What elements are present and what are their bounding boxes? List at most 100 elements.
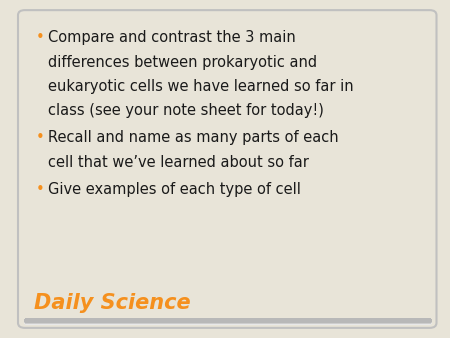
Text: Daily Science: Daily Science <box>34 293 190 313</box>
Bar <box>25 319 430 321</box>
Bar <box>25 319 430 322</box>
Bar <box>25 320 430 322</box>
Bar <box>25 320 430 322</box>
Bar <box>25 319 430 321</box>
Bar <box>25 320 430 322</box>
Bar <box>25 320 430 322</box>
Bar <box>25 320 430 322</box>
Bar <box>25 321 430 323</box>
Bar <box>25 320 430 322</box>
Bar <box>25 321 430 323</box>
Bar <box>25 320 430 322</box>
Bar <box>25 319 430 321</box>
Text: •: • <box>36 130 45 145</box>
Bar <box>25 319 430 321</box>
Bar <box>25 320 430 322</box>
Bar <box>25 319 430 321</box>
Bar <box>25 319 430 321</box>
Bar <box>25 319 430 321</box>
Bar <box>25 319 430 321</box>
Bar <box>25 321 430 323</box>
Bar <box>25 319 430 321</box>
Bar <box>25 320 430 322</box>
Bar <box>25 320 430 322</box>
Bar <box>25 319 430 321</box>
Bar <box>25 319 430 321</box>
Bar <box>25 320 430 322</box>
Bar <box>25 319 430 321</box>
Bar <box>25 320 430 322</box>
Bar <box>25 321 430 323</box>
Bar <box>25 319 430 321</box>
Text: eukaryotic cells we have learned so far in: eukaryotic cells we have learned so far … <box>48 79 354 94</box>
Bar <box>25 320 430 322</box>
Bar <box>25 320 430 322</box>
Bar <box>25 320 430 322</box>
Bar <box>25 320 430 322</box>
Bar <box>25 320 430 322</box>
Bar <box>25 319 430 321</box>
Bar <box>25 319 430 321</box>
Bar <box>25 320 430 322</box>
Bar <box>25 320 430 322</box>
Bar <box>25 319 430 321</box>
Bar <box>25 319 430 321</box>
Bar <box>25 319 430 321</box>
Bar <box>25 320 430 322</box>
Bar <box>25 320 430 322</box>
Bar <box>25 320 430 322</box>
Bar <box>25 321 430 323</box>
Bar <box>25 320 430 322</box>
Bar <box>25 320 430 322</box>
Bar <box>25 320 430 322</box>
Bar <box>25 319 430 321</box>
Bar <box>25 320 430 323</box>
Bar <box>25 320 430 322</box>
Bar <box>25 319 430 321</box>
Bar <box>25 321 430 323</box>
Bar <box>25 319 430 321</box>
Bar <box>25 320 430 322</box>
Bar <box>25 320 430 322</box>
Bar <box>25 319 430 321</box>
Bar <box>25 319 430 321</box>
Bar <box>25 320 430 322</box>
Bar <box>25 319 430 321</box>
Bar <box>25 320 430 322</box>
Bar <box>25 320 430 322</box>
Bar <box>25 319 430 321</box>
Bar <box>25 320 430 322</box>
Bar <box>25 320 430 322</box>
Bar <box>25 319 430 321</box>
Bar <box>25 319 430 321</box>
Bar <box>25 320 430 322</box>
Bar <box>25 320 430 322</box>
Bar <box>25 319 430 321</box>
Bar <box>25 320 430 322</box>
Bar <box>25 319 430 321</box>
Text: •: • <box>36 182 45 197</box>
Bar <box>25 319 430 321</box>
Bar <box>25 320 430 322</box>
Bar <box>25 320 430 322</box>
Bar <box>25 320 430 322</box>
Bar <box>25 320 430 322</box>
Bar <box>25 321 430 323</box>
Bar <box>25 319 430 321</box>
Bar <box>25 319 430 321</box>
Bar <box>25 320 430 322</box>
Text: Recall and name as many parts of each: Recall and name as many parts of each <box>48 130 339 145</box>
Bar <box>25 320 430 322</box>
Bar <box>25 320 430 322</box>
Bar <box>25 319 430 321</box>
Bar <box>25 319 430 321</box>
Bar <box>25 319 430 321</box>
Text: cell that we’ve learned about so far: cell that we’ve learned about so far <box>48 155 309 170</box>
Bar <box>25 319 430 321</box>
Bar <box>25 320 430 322</box>
Bar <box>25 319 430 321</box>
Bar <box>25 319 430 321</box>
Bar <box>25 320 430 322</box>
Bar <box>25 319 430 321</box>
Bar <box>25 320 430 322</box>
